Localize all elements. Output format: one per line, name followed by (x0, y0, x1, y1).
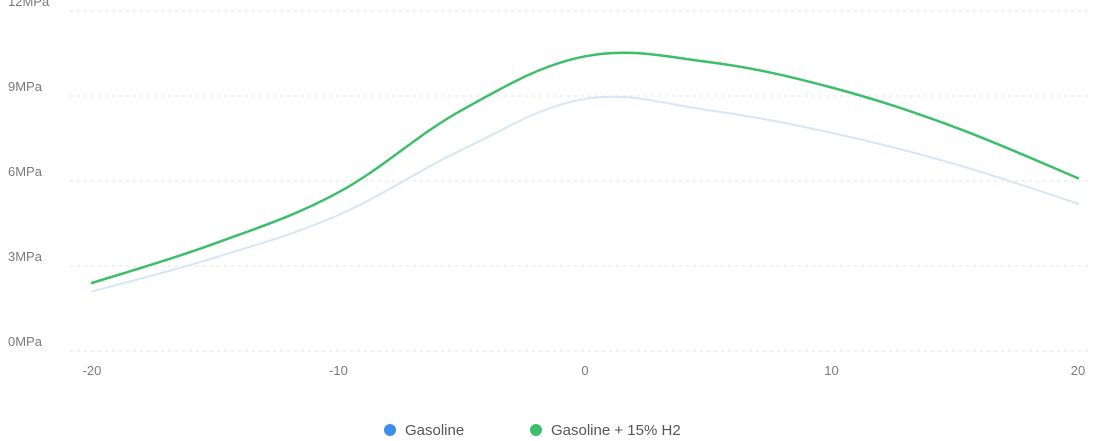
x-tick-label: -10 (329, 363, 348, 378)
y-tick-label: 6MPa (8, 164, 43, 179)
grid-layer (70, 10, 1090, 352)
y-tick-label: 3MPa (8, 249, 43, 264)
legend-marker-icon (384, 424, 396, 436)
series-line-gasoline-h2[interactable] (90, 51, 1080, 285)
legend-label: Gasoline (405, 422, 464, 439)
y-tick-label: 0MPa (8, 334, 43, 349)
y-tick-label: 9MPa (8, 79, 43, 94)
axis-layer: 0MPa 3MPa 6MPa 9MPa 12MPa -20 -10 0 10 20 (8, 0, 1085, 378)
legend-label: Gasoline + 15% H2 (551, 422, 681, 439)
series-layer (90, 51, 1080, 293)
legend-marker-icon (530, 424, 542, 436)
y-tick-label: 12MPa (8, 0, 50, 9)
legend[interactable]: Gasoline Gasoline + 15% H2 (384, 422, 681, 439)
x-tick-label: -20 (83, 363, 102, 378)
legend-item-gasoline[interactable]: Gasoline (384, 422, 464, 439)
series-line-gasoline[interactable] (91, 95, 1079, 293)
x-tick-label: 20 (1071, 363, 1085, 378)
x-tick-label: 0 (581, 363, 588, 378)
legend-item-gasoline-h2[interactable]: Gasoline + 15% H2 (530, 422, 681, 439)
x-tick-label: 10 (824, 363, 838, 378)
